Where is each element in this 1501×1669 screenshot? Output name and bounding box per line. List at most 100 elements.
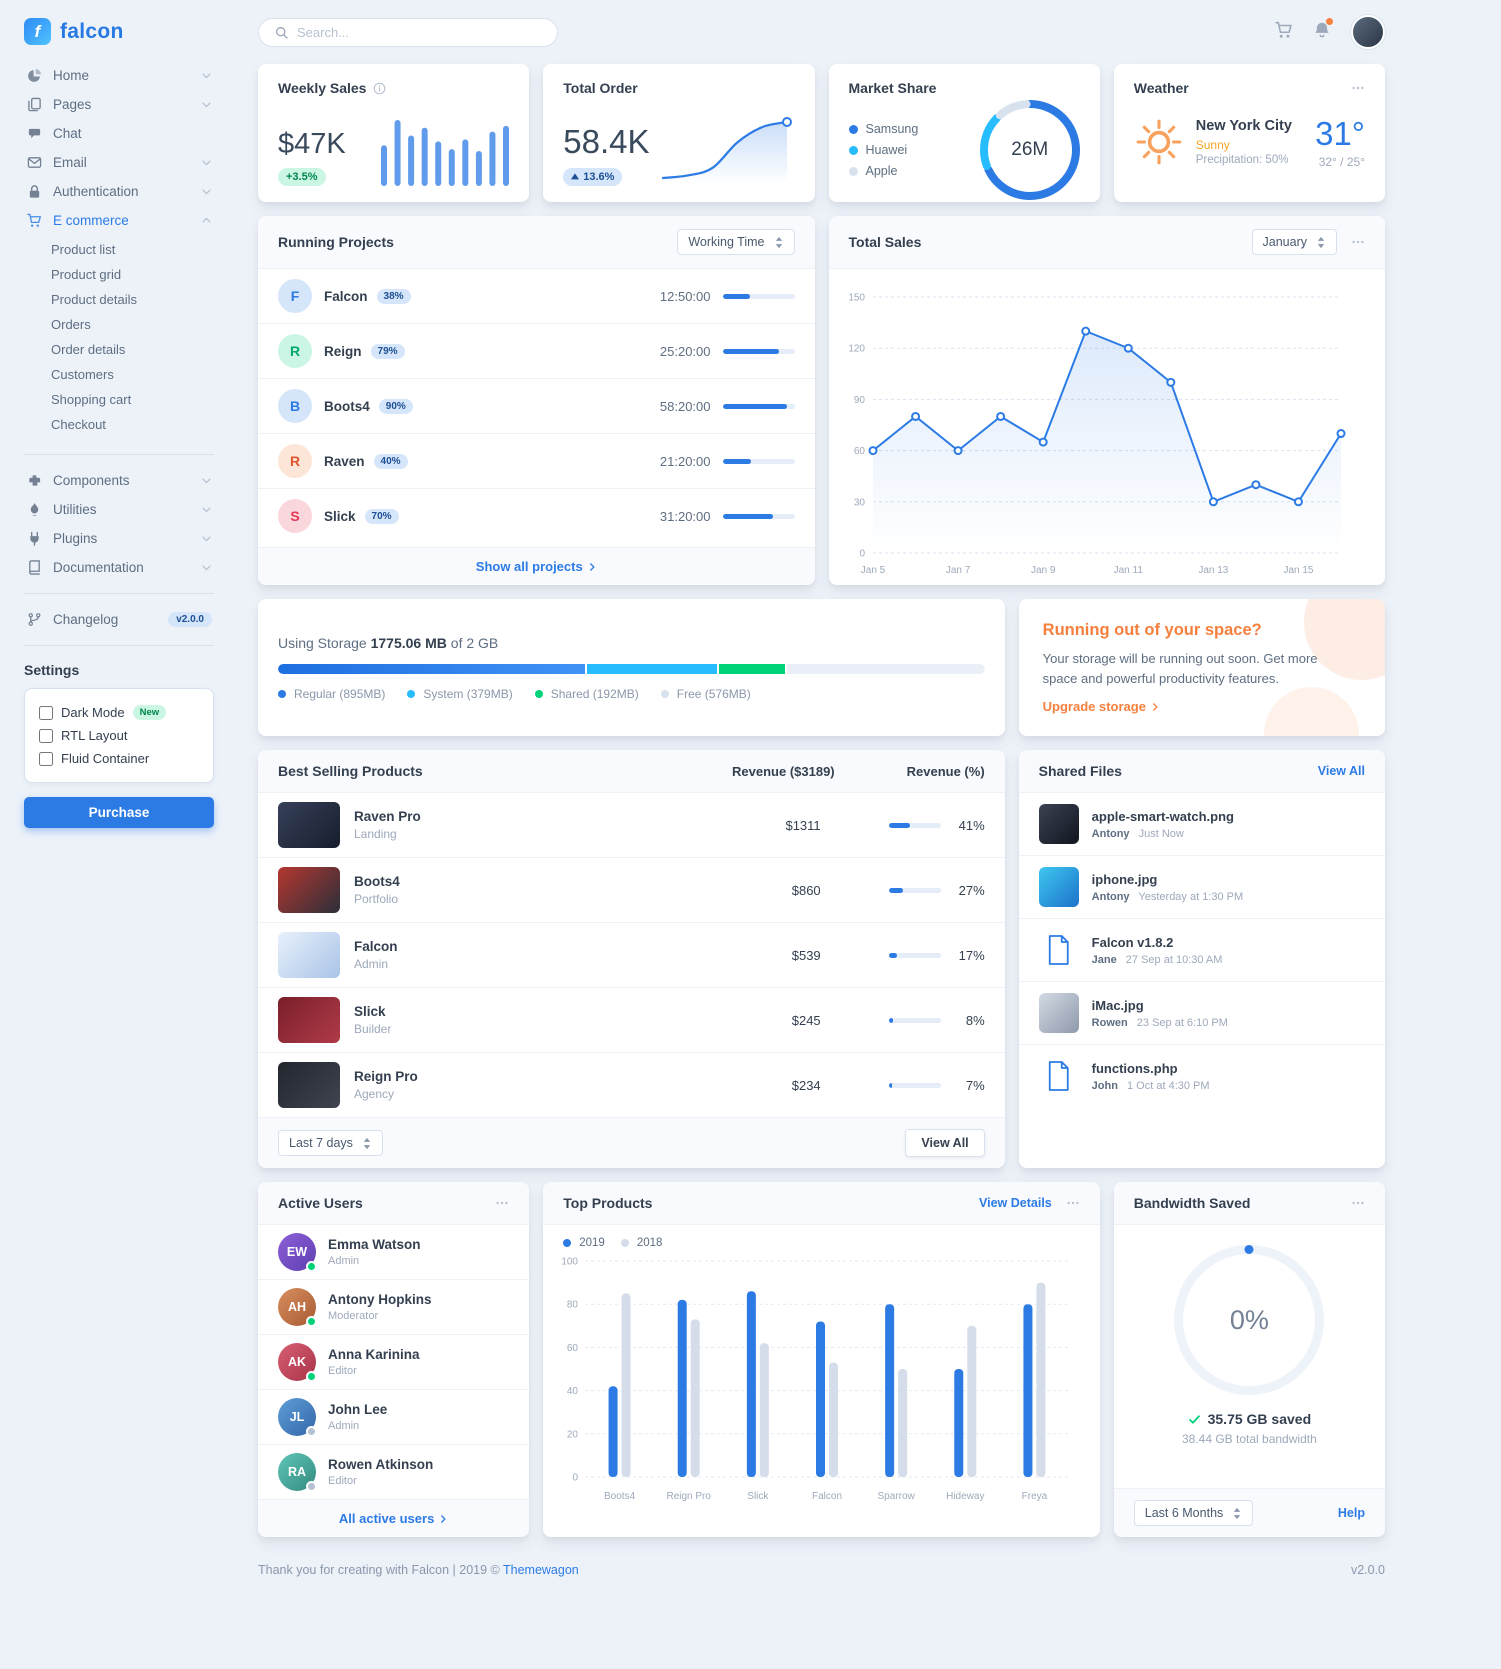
sidebar-item-product-grid[interactable]: Product grid <box>51 267 122 282</box>
project-name-link[interactable]: Falcon <box>324 288 368 304</box>
sidebar-item-chat[interactable]: Chat <box>24 119 214 148</box>
pages-icon <box>26 97 43 112</box>
sidebar-item-changelog[interactable]: Changelog v2.0.0 <box>24 605 214 634</box>
legend-item-regular: Regular (895MB) <box>278 687 385 701</box>
file-name-link[interactable]: iphone.jpg <box>1091 871 1158 887</box>
svg-text:60: 60 <box>567 1343 579 1354</box>
dark-mode-checkbox[interactable] <box>39 705 53 720</box>
user-name-link[interactable]: Emma Watson <box>328 1237 421 1252</box>
ellipsis-menu-icon[interactable] <box>495 1196 509 1210</box>
sidebar-item-plugins[interactable]: Plugins <box>24 524 214 553</box>
ellipsis-menu-icon[interactable] <box>1351 1196 1365 1210</box>
legend-label: Free (576MB) <box>676 686 751 701</box>
select-value: Last 7 days <box>289 1136 353 1150</box>
fluid-container-checkbox[interactable] <box>39 751 53 766</box>
sidebar-item-email[interactable]: Email <box>24 148 214 177</box>
view-all-button[interactable]: View All <box>905 1129 985 1157</box>
product-name-link[interactable]: Reign Pro <box>354 1069 418 1084</box>
sidebar-item-checkout[interactable]: Checkout <box>51 417 106 432</box>
ellipsis-menu-icon[interactable] <box>1351 235 1365 249</box>
all-active-users-link[interactable]: All active users <box>339 1511 448 1526</box>
user-name-link[interactable]: Anna Karinina <box>328 1347 420 1362</box>
user-name-link[interactable]: Rowen Atkinson <box>328 1457 434 1472</box>
sidebar-item-shopping-cart[interactable]: Shopping cart <box>51 392 132 407</box>
sidebar-item-ecommerce[interactable]: E commerce <box>24 206 214 235</box>
file-name-link[interactable]: Falcon v1.8.2 <box>1091 934 1174 950</box>
project-name-link[interactable]: Reign <box>324 343 362 359</box>
themewagon-link[interactable]: Themewagon <box>503 1563 579 1577</box>
nav-label: E commerce <box>53 213 129 228</box>
nav-label: Chat <box>53 126 82 141</box>
sidebar-item-components[interactable]: Components <box>24 466 214 495</box>
user-name-link[interactable]: John Lee <box>328 1402 388 1417</box>
product-name-link[interactable]: Raven Pro <box>354 809 421 824</box>
product-name-link[interactable]: Boots4 <box>354 874 400 889</box>
plug-icon <box>26 531 43 546</box>
project-name-link[interactable]: Slick <box>324 508 356 524</box>
user-name-link[interactable]: Antony Hopkins <box>328 1292 432 1307</box>
sidebar-item-utilities[interactable]: Utilities <box>24 495 214 524</box>
sidebar-item-home[interactable]: Home <box>24 61 214 90</box>
upgrade-storage-link[interactable]: Upgrade storage <box>1043 699 1361 714</box>
sidebar-item-customers[interactable]: Customers <box>51 367 114 382</box>
ellipsis-menu-icon[interactable] <box>1351 81 1365 95</box>
table-row: Raven Pro Landing $1311 41% <box>258 793 1005 858</box>
active-users-card: Active Users EW Emma Watson Admin AH <box>258 1182 530 1537</box>
legend-label: System (379MB) <box>423 686 513 701</box>
weather-card: Weather New York City Sunny Precipitatio… <box>1113 64 1385 202</box>
product-revenue: $1311 <box>785 817 821 833</box>
ellipsis-menu-icon[interactable] <box>1066 1196 1080 1210</box>
sidebar-item-order-details[interactable]: Order details <box>51 342 126 357</box>
info-icon[interactable] <box>373 82 386 95</box>
file-name-link[interactable]: iMac.jpg <box>1091 997 1144 1013</box>
nav-label: Changelog <box>53 612 119 627</box>
help-link[interactable]: Help <box>1337 1506 1365 1520</box>
project-name-link[interactable]: Raven <box>324 453 365 469</box>
show-all-projects-link[interactable]: Show all projects <box>476 559 597 574</box>
status-badge <box>306 1316 317 1327</box>
sidebar-item-pages[interactable]: Pages <box>24 90 214 119</box>
svg-text:0: 0 <box>573 1473 579 1484</box>
chevron-down-icon <box>201 562 212 573</box>
month-select[interactable]: January <box>1251 229 1337 255</box>
file-name-link[interactable]: functions.php <box>1091 1060 1178 1076</box>
svg-text:0: 0 <box>859 549 865 560</box>
time-range-select[interactable]: Last 7 days <box>278 1130 383 1156</box>
period-select[interactable]: Last 6 Months <box>1133 1500 1254 1526</box>
search-input[interactable] <box>297 24 541 40</box>
view-details-link[interactable]: View Details <box>979 1196 1052 1210</box>
product-name-link[interactable]: Slick <box>354 1004 386 1019</box>
legend-label: 2019 <box>579 1237 605 1249</box>
sidebar-item-orders[interactable]: Orders <box>51 317 91 332</box>
file-owner: Rowen <box>1091 1016 1128 1029</box>
brand-logo[interactable]: f falcon <box>24 18 214 45</box>
file-name-link[interactable]: apple-smart-watch.png <box>1091 808 1234 824</box>
rtl-layout-checkbox[interactable] <box>39 728 53 743</box>
cart-button[interactable] <box>1275 21 1293 44</box>
product-name-link[interactable]: Falcon <box>354 939 398 954</box>
sidebar: f falcon Home Pages Chat Email <box>0 0 230 1669</box>
list-item: apple-smart-watch.png Antony Just Now <box>1018 793 1385 856</box>
notifications-button[interactable] <box>1313 17 1333 44</box>
rtl-layout-toggle[interactable]: RTL Layout <box>39 724 199 747</box>
bell-icon <box>1313 21 1331 44</box>
user-avatar[interactable] <box>1351 15 1385 49</box>
dark-mode-toggle[interactable]: Dark Mode New <box>39 701 199 724</box>
sort-icon <box>1232 1507 1242 1520</box>
list-item: iMac.jpg Rowen 23 Sep at 6:10 PM <box>1018 982 1385 1045</box>
project-name-link[interactable]: Boots4 <box>324 398 370 414</box>
files-view-all-link[interactable]: View All <box>1317 764 1365 778</box>
sidebar-item-authentication[interactable]: Authentication <box>24 177 214 206</box>
settings-panel: Dark Mode New RTL Layout Fluid Container <box>24 688 214 783</box>
fluid-container-toggle[interactable]: Fluid Container <box>39 747 199 770</box>
project-time: 58:20:00 <box>659 398 711 414</box>
weekly-sales-card: Weekly Sales $47K +3.5% <box>258 64 530 202</box>
sidebar-item-documentation[interactable]: Documentation <box>24 553 214 582</box>
version-badge: v2.0.0 <box>168 612 212 627</box>
product-thumbnail <box>278 867 340 913</box>
sidebar-item-product-list[interactable]: Product list <box>51 242 116 257</box>
purchase-button[interactable]: Purchase <box>24 797 214 828</box>
working-time-select[interactable]: Working Time <box>677 229 795 255</box>
search-box[interactable] <box>258 17 558 47</box>
sidebar-item-product-details[interactable]: Product details <box>51 292 137 307</box>
